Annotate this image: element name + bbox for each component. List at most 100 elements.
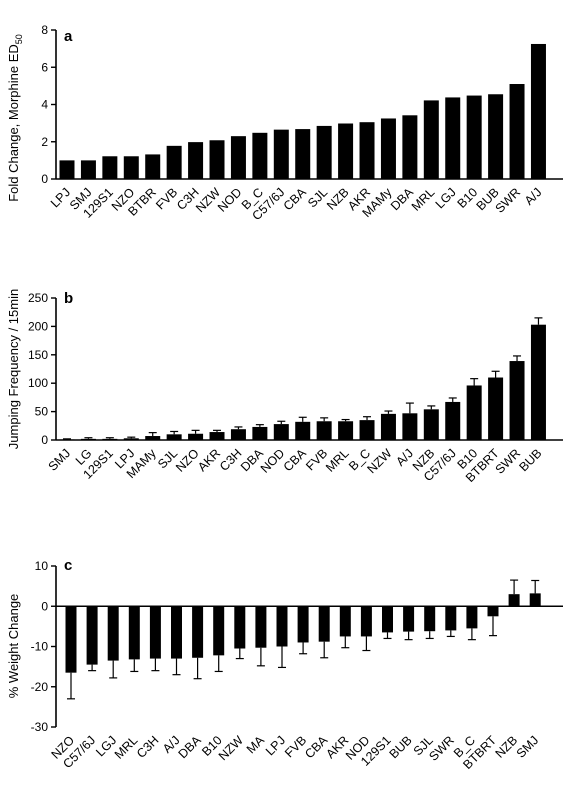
panel-a-bar xyxy=(423,100,439,179)
panel-b-bar xyxy=(188,433,204,440)
panel-b-bar xyxy=(488,377,504,440)
panel-c: c % Weight Change -30-20-10010NZOC57/6JL… xyxy=(6,557,563,772)
panel-b-category-label: AKR xyxy=(195,446,223,474)
panel-c-category-label: C3H xyxy=(134,733,162,761)
panel-b-bar xyxy=(509,361,525,440)
panel-a-bar xyxy=(530,43,546,179)
panel-b-bar xyxy=(209,432,225,440)
panel-c-bar xyxy=(255,606,267,648)
panel-c-bar xyxy=(86,606,98,665)
panel-c-bar xyxy=(192,606,204,658)
panel-a-plot: 02468LPJSMJ129S1NZOBTBRFVBC3HNZWNODB_CC5… xyxy=(41,23,563,223)
panel-c-label: c xyxy=(64,557,72,574)
panel-c-bar xyxy=(107,606,119,661)
panel-b-category-label: SMJ xyxy=(46,446,74,474)
panel-a-bar xyxy=(145,154,161,179)
panel-a-category-label: SWR xyxy=(493,185,524,216)
panel-a-category-label: LGJ xyxy=(433,185,459,211)
panel-c-ytick-label: -30 xyxy=(31,720,49,734)
panel-a-ytick-label: 8 xyxy=(41,23,48,37)
panel-c-bar xyxy=(508,594,520,607)
panel-b-ytick-label: 150 xyxy=(28,348,48,362)
panel-b-bar xyxy=(380,413,396,440)
panel-a-ytick-label: 6 xyxy=(41,60,48,74)
panel-c-bar xyxy=(360,606,372,637)
panel-b-y-axis-title: Jumping Frequency / 15min xyxy=(6,289,21,449)
panel-b-ytick-label: 50 xyxy=(35,405,49,419)
panel-a-ytick-label: 4 xyxy=(41,98,48,112)
panel-b-ytick-label: 200 xyxy=(28,319,48,333)
panel-c-bar xyxy=(213,606,225,656)
panel-b-bar xyxy=(530,324,546,440)
panel-c-bar xyxy=(403,606,415,632)
panel-c-category-label: MA xyxy=(244,733,268,757)
panel-a-ylabel-text: Fold Change, Morphine ED xyxy=(6,44,21,202)
panel-c-bar xyxy=(382,606,393,633)
panel-a-bar xyxy=(402,115,418,179)
panel-b-bar xyxy=(123,438,139,440)
panel-a-bar xyxy=(466,95,482,179)
panel-a-bar xyxy=(80,160,96,179)
panel-a-bar xyxy=(102,156,118,179)
panel-a-category-label: NZB xyxy=(324,185,352,213)
panel-b-bar xyxy=(423,409,439,440)
panel-c-category-label: FVB xyxy=(282,733,309,760)
panel-a-bar xyxy=(509,84,525,179)
panel-a-bar xyxy=(338,123,354,179)
panel-a-bar xyxy=(166,145,182,179)
panel-c-bar xyxy=(318,606,330,642)
panel-c-category-label: NZW xyxy=(216,733,246,763)
panel-c-bar xyxy=(339,606,351,637)
panel-c-bar xyxy=(149,606,161,659)
panel-c-category-label: LPJ xyxy=(263,733,288,758)
panel-c-bar xyxy=(466,606,478,629)
panel-a-bar xyxy=(209,140,225,179)
svg-text:Fold Change, Morphine ED50: Fold Change, Morphine ED50 xyxy=(6,34,24,202)
panel-b-bar xyxy=(145,436,161,440)
panel-a-bar xyxy=(316,125,332,179)
panel-b-bar xyxy=(273,424,289,440)
panel-a-bar xyxy=(252,132,268,179)
panel-a-category-label: FVB xyxy=(153,185,180,212)
panel-c-bar xyxy=(529,593,541,607)
panel-b-bar xyxy=(316,421,332,440)
panel-a-bar xyxy=(123,156,139,179)
panel-c-bar xyxy=(276,606,288,647)
panel-c-bar xyxy=(297,606,309,643)
panel-a: a Fold Change, Morphine ED50 02468LPJSMJ… xyxy=(6,23,563,223)
panel-c-y-axis-title: % Weight Change xyxy=(6,594,21,699)
panel-c-bar xyxy=(445,606,457,631)
panel-b-bar xyxy=(466,385,482,440)
panel-a-bar xyxy=(295,129,311,179)
panel-a-bar xyxy=(188,142,204,179)
panel-a-label: a xyxy=(64,28,73,45)
panel-c-ytick-label: 10 xyxy=(35,559,49,573)
panel-a-bar xyxy=(359,122,375,179)
panel-c-category-label: NZB xyxy=(493,733,521,761)
panel-b-category-label: NZO xyxy=(173,446,202,475)
panel-b-category-label: BUB xyxy=(517,446,545,474)
panel-a-bar xyxy=(230,136,246,179)
panel-a-bar xyxy=(273,129,289,179)
panel-b-ytick-label: 0 xyxy=(41,433,48,447)
panel-b-category-label: NZW xyxy=(365,446,395,476)
panel-a-bar xyxy=(380,118,396,179)
panel-a-category-label: DBA xyxy=(388,185,417,214)
panel-c-bar xyxy=(487,606,499,617)
panel-c-bar xyxy=(234,606,246,649)
panel-b-bar xyxy=(295,421,311,440)
panel-b-bar xyxy=(338,421,354,440)
panel-b-ytick-label: 250 xyxy=(28,291,48,305)
panel-b: b Jumping Frequency / 15min 0 50 100 150 200… xyxy=(6,289,563,485)
panel-a-bar xyxy=(488,94,504,179)
panel-b-category-label: C3H xyxy=(217,446,245,474)
panel-a-bar xyxy=(59,160,75,179)
panel-a-category-label: MRL xyxy=(409,185,438,214)
panel-c-category-label: SMJ xyxy=(514,733,542,761)
panel-b-bar xyxy=(359,420,375,440)
panel-c-bar xyxy=(128,606,140,660)
panel-b-category-label: MRL xyxy=(323,446,352,475)
panel-c-bar xyxy=(424,606,436,632)
